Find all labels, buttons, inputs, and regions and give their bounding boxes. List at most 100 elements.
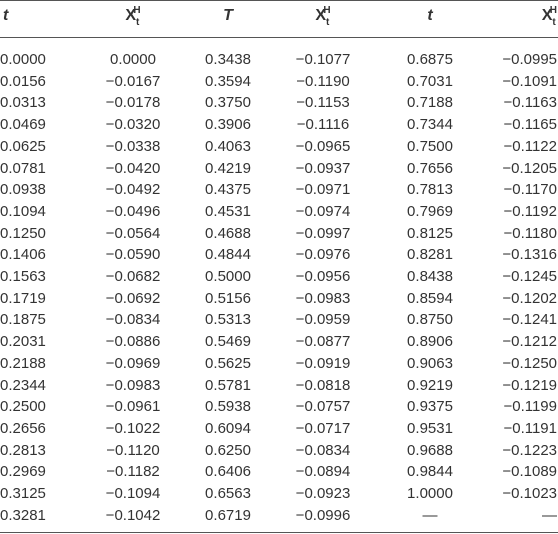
table-cell: 0.2031	[0, 333, 46, 351]
table-cell: 0.0781	[0, 159, 46, 177]
table-cell: 0.9063	[407, 354, 453, 372]
table-cell: 0.5625	[205, 354, 251, 372]
header-rule	[0, 37, 558, 38]
table-cell: 0.0625	[0, 137, 46, 155]
header-base: X	[125, 7, 137, 24]
table-cell: −0.0692	[105, 289, 161, 307]
header-cell: T	[223, 7, 233, 24]
table-cell: 0.1250	[0, 224, 46, 242]
table-cell: −0.1094	[105, 485, 161, 502]
table-cell: 0.6719	[205, 506, 251, 524]
table-cell: −0.1190	[296, 72, 350, 90]
table-cell: −0.1245	[502, 268, 557, 285]
table-cell: 0.8438	[407, 268, 453, 285]
header-sub: t	[136, 17, 140, 28]
header-base: X	[315, 7, 327, 24]
table-cell: −0.1116	[296, 116, 350, 134]
table-cell: 0.4375	[205, 181, 251, 199]
table-cell: −0.0178	[105, 94, 161, 112]
table-cell: 0.9688	[407, 441, 453, 459]
table-cell: −0.0834	[105, 311, 161, 329]
table-cell: 0.2188	[0, 354, 46, 372]
table-cell: −0.0877	[295, 333, 351, 351]
table-cell: −0.1089	[502, 463, 557, 481]
table-cell: 0.0313	[0, 94, 46, 112]
table-cell: −0.0496	[105, 202, 161, 220]
table-cell: −0.1122	[503, 137, 557, 155]
table-cell: −0.0983	[295, 289, 351, 307]
table-cell: −0.1182	[106, 463, 160, 481]
table-cell: −0.1250	[502, 354, 557, 372]
header-sub: t	[326, 17, 330, 28]
table-cell: −0.0969	[105, 354, 161, 372]
table-cell: −0.0834	[295, 441, 351, 459]
table-cell: 0.6406	[205, 463, 251, 481]
table-cell: 0.1094	[0, 202, 46, 220]
header-sup: H	[323, 5, 331, 16]
table-cell: −0.1153	[296, 94, 350, 112]
header-cell: XtH	[315, 5, 331, 28]
table-cell: 0.8594	[407, 289, 453, 307]
table-cell: 0.7344	[407, 116, 453, 134]
table-cell: −0.0971	[295, 181, 351, 199]
table-cell: 0.0156	[0, 72, 46, 90]
table-cell: −0.0995	[502, 51, 557, 68]
table-cell: 0.0000	[110, 51, 156, 68]
table-cell: 1.0000	[407, 485, 453, 502]
table-cell: −0.0894	[295, 463, 351, 481]
table-cell: 0.2969	[0, 463, 46, 481]
table-cell: 0.6094	[205, 419, 251, 437]
table-cell: −0.0965	[295, 137, 351, 155]
table-cell: −0.0320	[105, 116, 161, 134]
table-cell: −0.1077	[295, 51, 351, 68]
table-cell: 0.4844	[205, 246, 251, 264]
table-cell: −0.0886	[105, 333, 161, 351]
table-cell: 0.1719	[0, 289, 46, 307]
table-cell: −0.1165	[503, 116, 557, 134]
header-base: X	[541, 7, 553, 24]
header-sup: H	[549, 5, 557, 16]
table-cell: 0.2813	[0, 441, 46, 459]
table-cell: −0.1191	[503, 419, 557, 437]
header-cell: t	[427, 7, 433, 24]
table-cell: 0.1875	[0, 311, 46, 329]
table-cell: 0.2344	[0, 376, 46, 394]
table-cell: −0.1163	[503, 94, 557, 112]
table-cell: 0.8750	[407, 311, 453, 329]
header-sup: H	[133, 5, 141, 16]
table-cell: −0.0996	[295, 506, 351, 524]
table-cell: −0.1316	[502, 246, 557, 264]
bottom-rule	[0, 532, 558, 533]
header-cell: XtH	[125, 5, 141, 28]
table-cell: 0.2500	[0, 398, 46, 416]
table-cell: −0.1170	[503, 181, 557, 199]
table-cell: 0.1406	[0, 246, 46, 264]
table-cell: 0.7813	[407, 181, 453, 199]
table-cell: 0.6875	[407, 51, 453, 68]
table-cell: −0.1202	[502, 289, 557, 307]
header-sub: t	[552, 17, 556, 28]
table-cell: 0.0469	[0, 116, 46, 134]
table-cell: 0.0938	[0, 181, 46, 199]
table-cell: 0.7656	[407, 159, 453, 177]
table-cell: −0.1180	[503, 224, 557, 242]
table-cell: 0.5781	[205, 376, 251, 394]
table-cell: 0.5156	[205, 289, 251, 307]
table-cell: −0.0590	[105, 246, 161, 264]
table-cell: 0.3906	[205, 116, 251, 134]
table-cell: 0.0000	[0, 51, 46, 68]
table-cell: −0.0167	[105, 72, 161, 90]
table-cell: 0.7969	[407, 202, 453, 220]
table-cell: −0.1022	[105, 419, 161, 437]
table-cell: −0.1223	[502, 441, 557, 459]
table-cell: −0.1241	[502, 311, 557, 329]
table-cell: 0.7188	[407, 94, 453, 112]
table-cell: 0.8125	[407, 224, 453, 242]
table-cell: −0.0976	[295, 246, 351, 264]
table-cell: −0.1091	[502, 72, 557, 90]
table-cell: −0.0974	[295, 202, 351, 220]
table-cell: 0.3750	[205, 94, 251, 112]
top-rule	[0, 0, 558, 1]
